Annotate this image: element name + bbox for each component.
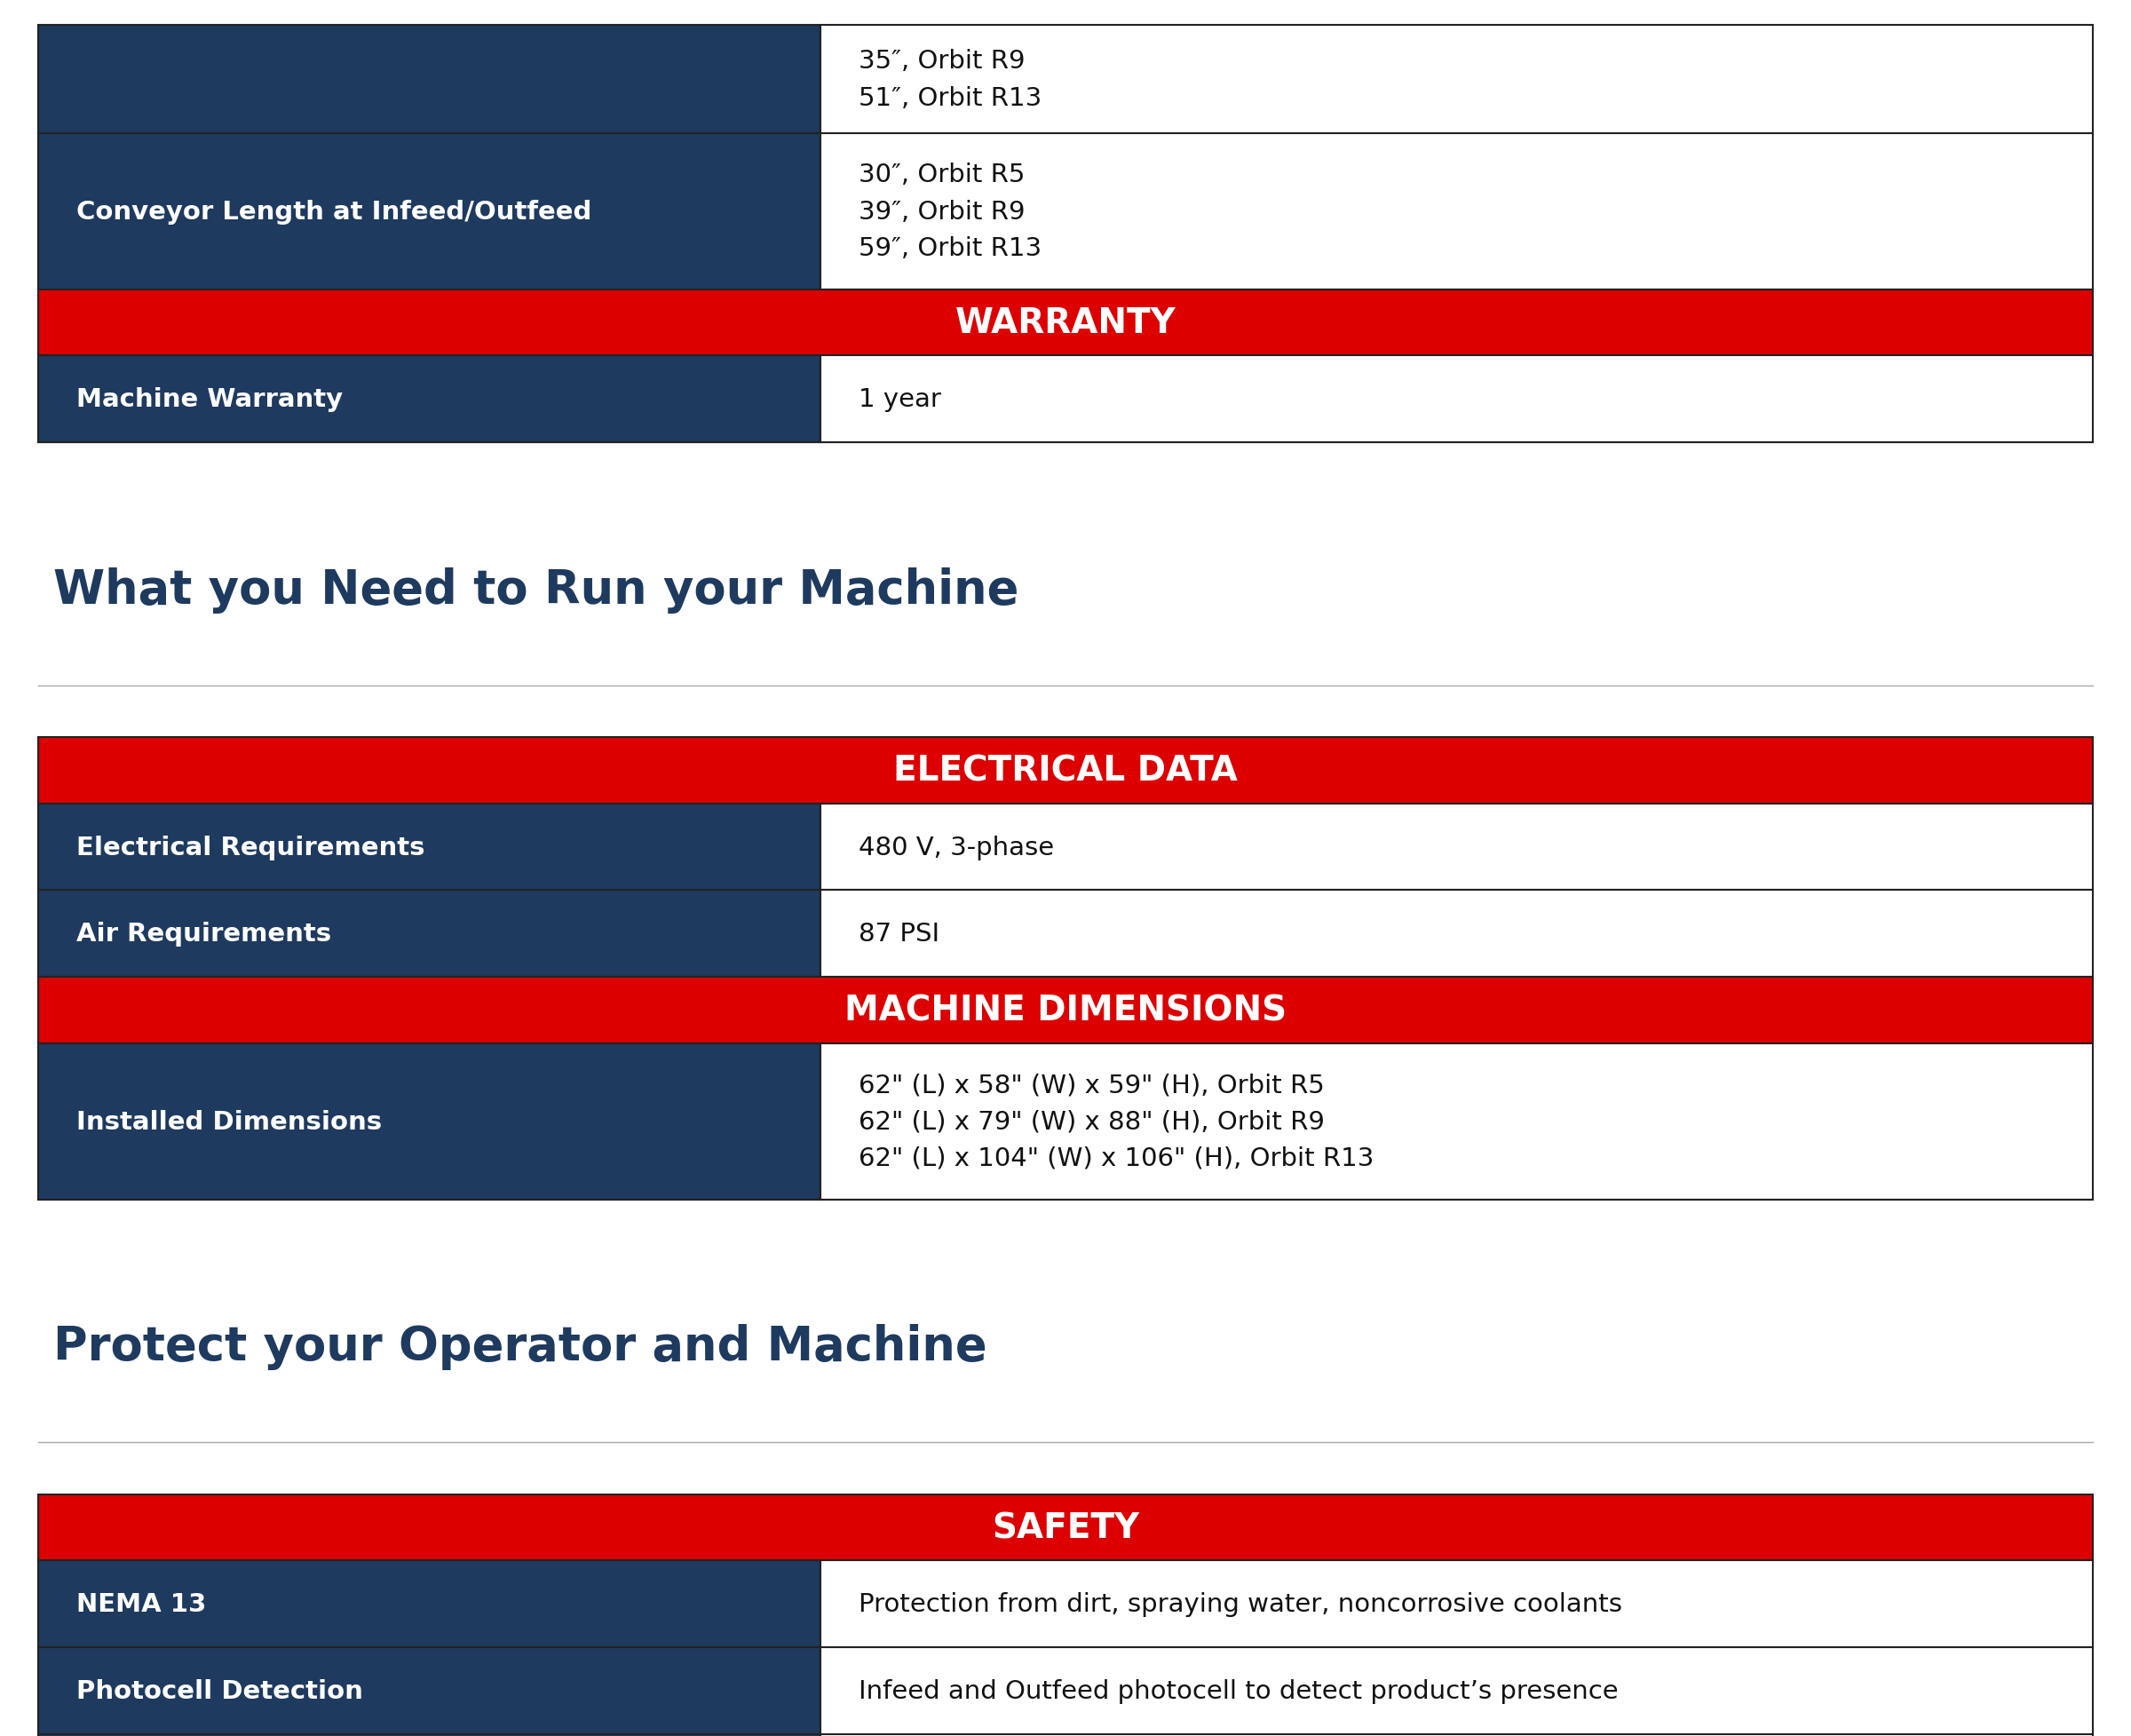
Bar bbox=[38, 356, 820, 443]
Bar bbox=[38, 26, 820, 134]
Text: Photocell Detection: Photocell Detection bbox=[77, 1679, 364, 1703]
Text: Machine Warranty: Machine Warranty bbox=[77, 387, 343, 411]
Bar bbox=[820, 1647, 2093, 1734]
Bar bbox=[38, 891, 820, 977]
Text: What you Need to Run your Machine: What you Need to Run your Machine bbox=[53, 566, 1019, 613]
Bar bbox=[38, 1647, 820, 1734]
Text: Installed Dimensions: Installed Dimensions bbox=[77, 1109, 381, 1134]
Text: Conveyor Length at Infeed/Outfeed: Conveyor Length at Infeed/Outfeed bbox=[77, 200, 592, 224]
Text: 480 V, 3-phase: 480 V, 3-phase bbox=[859, 835, 1055, 859]
Text: Infeed and Outfeed photocell to detect product’s presence: Infeed and Outfeed photocell to detect p… bbox=[859, 1679, 1620, 1703]
Text: ELECTRICAL DATA: ELECTRICAL DATA bbox=[893, 753, 1238, 788]
Text: 62" (L) x 58" (W) x 59" (H), Orbit R5
62" (L) x 79" (W) x 88" (H), Orbit R9
62" : 62" (L) x 58" (W) x 59" (H), Orbit R5 62… bbox=[859, 1073, 1374, 1170]
Text: NEMA 13: NEMA 13 bbox=[77, 1592, 207, 1616]
Bar bbox=[38, 1043, 820, 1200]
Bar bbox=[38, 977, 2093, 1043]
Bar bbox=[820, 1561, 2093, 1647]
Text: 1 year: 1 year bbox=[859, 387, 942, 411]
Bar bbox=[820, 356, 2093, 443]
Text: WARRANTY: WARRANTY bbox=[955, 306, 1176, 340]
Text: 87 PSI: 87 PSI bbox=[859, 922, 940, 946]
Text: 30″, Orbit R5
39″, Orbit R9
59″, Orbit R13: 30″, Orbit R5 39″, Orbit R9 59″, Orbit R… bbox=[859, 163, 1042, 260]
Text: SAFETY: SAFETY bbox=[991, 1510, 1140, 1545]
Bar bbox=[38, 804, 820, 891]
Bar bbox=[820, 134, 2093, 290]
Bar bbox=[38, 738, 2093, 804]
Text: Air Requirements: Air Requirements bbox=[77, 922, 332, 946]
Bar bbox=[820, 26, 2093, 134]
Text: Protect your Operator and Machine: Protect your Operator and Machine bbox=[53, 1323, 987, 1370]
Bar bbox=[38, 1495, 2093, 1561]
Bar bbox=[38, 1561, 820, 1647]
Bar bbox=[38, 134, 820, 290]
Bar bbox=[820, 1043, 2093, 1200]
Text: MACHINE DIMENSIONS: MACHINE DIMENSIONS bbox=[844, 993, 1287, 1028]
Text: 35″, Orbit R9
51″, Orbit R13: 35″, Orbit R9 51″, Orbit R13 bbox=[859, 49, 1042, 111]
Text: Electrical Requirements: Electrical Requirements bbox=[77, 835, 426, 859]
Bar bbox=[820, 891, 2093, 977]
Bar bbox=[38, 290, 2093, 356]
Bar bbox=[820, 804, 2093, 891]
Text: Protection from dirt, spraying water, noncorrosive coolants: Protection from dirt, spraying water, no… bbox=[859, 1592, 1622, 1616]
